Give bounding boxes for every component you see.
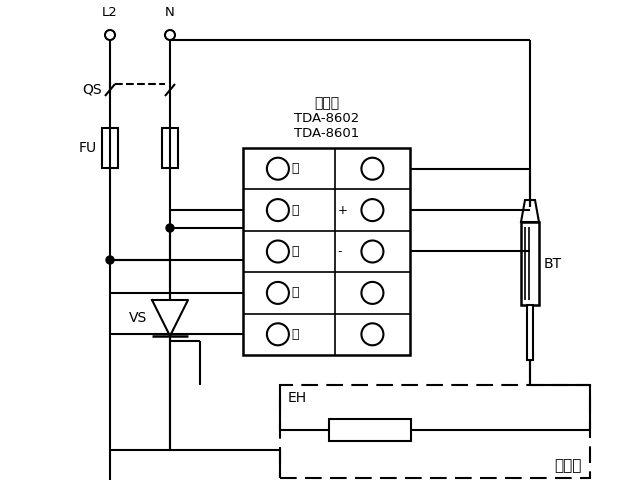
Circle shape — [267, 241, 289, 262]
Text: BT: BT — [544, 256, 562, 271]
Bar — [243, 148, 410, 355]
Text: -: - — [338, 245, 342, 258]
Circle shape — [362, 199, 383, 221]
Circle shape — [362, 158, 383, 180]
Bar — [329, 419, 411, 441]
Circle shape — [267, 323, 289, 345]
Text: N: N — [165, 6, 175, 19]
Text: 相: 相 — [291, 328, 298, 341]
Circle shape — [362, 282, 383, 304]
Bar — [280, 385, 590, 478]
Text: QS: QS — [83, 83, 102, 97]
Text: +: + — [338, 204, 348, 216]
Text: EH: EH — [288, 391, 307, 405]
Bar — [102, 128, 118, 168]
Text: 高: 高 — [291, 162, 298, 175]
Text: 中: 中 — [291, 287, 298, 299]
Text: 总: 总 — [291, 204, 298, 216]
Bar — [521, 222, 539, 305]
Text: FU: FU — [79, 141, 97, 155]
Text: VS: VS — [129, 311, 147, 325]
Circle shape — [267, 158, 289, 180]
Bar — [162, 128, 178, 168]
Polygon shape — [152, 300, 188, 336]
Text: 控温炉: 控温炉 — [555, 458, 582, 473]
Bar — [527, 305, 533, 360]
Circle shape — [267, 199, 289, 221]
Text: 接线板: 接线板 — [314, 96, 339, 110]
Circle shape — [362, 323, 383, 345]
Circle shape — [166, 224, 174, 232]
Text: L2: L2 — [102, 6, 118, 19]
Circle shape — [106, 256, 114, 264]
Text: TDA-8601: TDA-8601 — [294, 127, 359, 140]
Text: 低: 低 — [291, 245, 298, 258]
Circle shape — [267, 282, 289, 304]
Circle shape — [362, 241, 383, 262]
Text: TDA-8602: TDA-8602 — [294, 112, 359, 125]
